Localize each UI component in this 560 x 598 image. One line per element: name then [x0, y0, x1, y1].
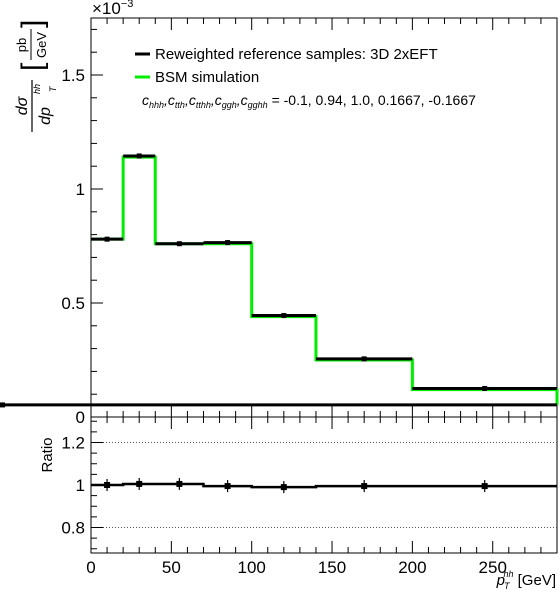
ylabel-numerator: dσ	[14, 95, 31, 115]
legend: Reweighted reference samples: 3D 2xEFT B…	[135, 46, 476, 110]
ratio-xtick-label-5: 250	[479, 558, 507, 577]
ylabel-den-subscript: T	[48, 85, 58, 92]
xlabel-main: p	[496, 572, 505, 589]
series-reweighted-marker-4	[281, 313, 287, 319]
coeff-name-2: c	[189, 92, 196, 108]
ylabel-denominator: dp	[37, 107, 54, 125]
xlabel-subscript: T	[504, 581, 511, 591]
coeff-values: = -0.1, 0.94, 1.0, 0.1667, -0.1667	[268, 92, 476, 108]
y-exponent-label: ×10−3	[92, 0, 133, 18]
ratio-xtick-label-0: 0	[86, 558, 95, 577]
main-x-ticks	[90, 18, 542, 417]
main-panel: 0 0.5 1 1.5 ×10−3 dσ dp hh T [ pb GeV ] Rew…	[0, 0, 559, 427]
coeff-sub-4: gghh	[248, 100, 268, 110]
ratio-ytick-label-0: 0.8	[61, 519, 85, 538]
series-reweighted-marker-5	[361, 356, 367, 362]
series-reweighted-marker-0	[104, 236, 110, 242]
x-axis-label: pThh [GeV]	[496, 569, 556, 591]
ylabel-unit-denominator: GeV	[34, 32, 49, 58]
ratio-y-axis-label: Ratio	[39, 437, 56, 472]
series-reweighted-marker-1	[136, 153, 142, 159]
ylabel-unit-close-bracket: ]	[16, 20, 49, 28]
coeff-sub-0: hhh	[149, 100, 164, 110]
main-y-axis-label: dσ dp hh T [ pb GeV ]	[14, 20, 58, 132]
ylabel-unit-open-bracket: [	[16, 62, 49, 71]
legend-label-bsm: BSM simulation	[155, 69, 259, 86]
ratio-x-axis: 0 50 100 150 200 250	[86, 417, 542, 577]
main-ytick-label-1: 0.5	[61, 294, 85, 313]
ratio-xtick-label-3: 150	[318, 558, 346, 577]
ratio-y-axis: 0.8 1 1.2	[61, 420, 103, 550]
ratio-xtick-label-1: 50	[162, 558, 181, 577]
ratio-xtick-label-2: 100	[238, 558, 266, 577]
ratio-points	[91, 477, 557, 494]
main-ytick-label-2: 1	[76, 180, 85, 199]
coeff-name-3: c	[215, 92, 222, 108]
coeff-sub-3: ggh	[222, 100, 237, 110]
ratio-xtick-label-4: 200	[398, 558, 426, 577]
main-y-axis: 0 0.5 1 1.5	[61, 28, 103, 427]
legend-label-reweighted: Reweighted reference samples: 3D 2xEFT	[155, 46, 438, 63]
main-ytick-label-0: 0	[76, 408, 85, 427]
coeff-sub-1: tth	[175, 100, 185, 110]
ylabel-den-superscript: hh	[32, 84, 42, 94]
coeff-sub-2: tthh	[196, 100, 211, 110]
ratio-ytick-label-2: 1.2	[61, 434, 85, 453]
xlabel-unit: [GeV]	[513, 572, 556, 589]
xlabel-superscript: hh	[503, 569, 513, 579]
main-histograms	[0, 153, 559, 408]
main-ytick-label-3: 1.5	[61, 66, 85, 85]
coeff-name-0: c	[142, 92, 149, 108]
coeff-name-1: c	[168, 92, 175, 108]
legend-coefficients: chhh,ctth,ctthh,cggh,cgghh = -0.1, 0.94,…	[142, 92, 476, 110]
series-reweighted-marker-2	[176, 241, 182, 247]
coeff-name-4: c	[241, 92, 248, 108]
ratio-ytick-label-1: 1	[76, 476, 85, 495]
y-exponent-power: −3	[121, 0, 134, 10]
ratio-panel: 0.8 1 1.2 0 50 100 150 200 250 Ratio pThh [GeV]	[39, 416, 558, 591]
series-bsm-line	[91, 155, 559, 406]
series-reweighted-marker-6	[482, 386, 488, 391]
series-reweighted-marker-3	[225, 240, 231, 246]
series-reweighted-marker-7	[0, 402, 5, 408]
ylabel-unit-numerator: pb	[14, 38, 29, 52]
